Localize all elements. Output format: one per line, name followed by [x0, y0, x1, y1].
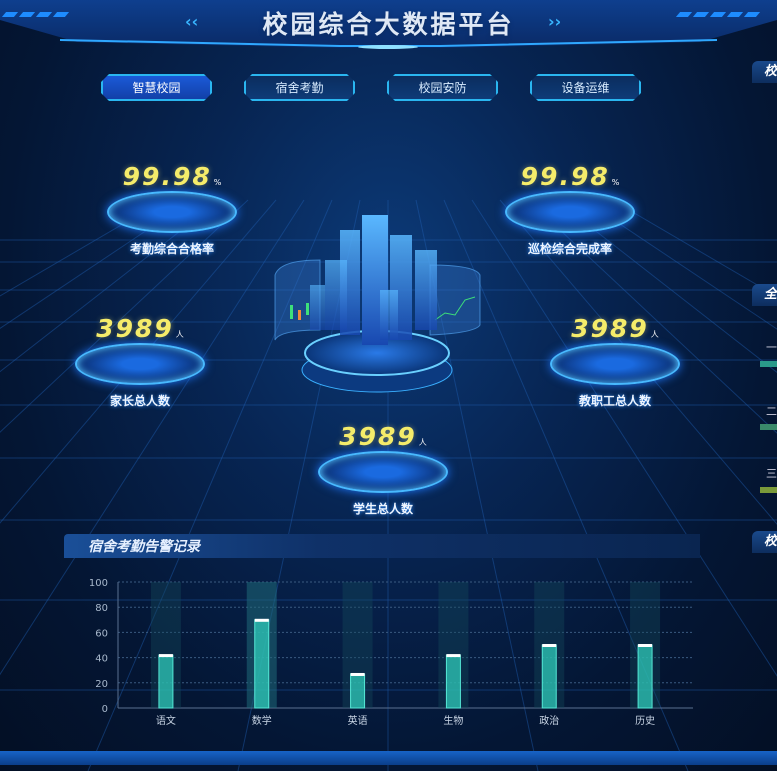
bar-cap	[350, 672, 365, 676]
stat-unit: %	[213, 178, 222, 187]
bar[interactable]	[637, 644, 653, 709]
attendance-alert-chart: 0 20 40 60 80 100 语文 数学 英语 生物 政治 历史	[89, 578, 693, 727]
bottom-bar	[0, 751, 777, 765]
tab-smart-campus[interactable]: 智慧校园	[101, 74, 212, 101]
stat-value: 3989	[339, 422, 417, 451]
stat-label: 考勤综合合格率	[129, 242, 214, 256]
bar-cap	[542, 644, 557, 647]
stat-parents-total: 3989 人 家长总人数	[70, 314, 210, 409]
stat-label: 学生总人数	[352, 502, 413, 516]
x-tick-label: 政治	[539, 714, 559, 727]
right-panel-header-3: 校	[752, 531, 777, 553]
section-header: 宿舍考勤告警记录	[64, 534, 700, 558]
chevron-left-icon: ‹‹	[185, 12, 199, 31]
stat-unit: 人	[650, 330, 659, 339]
stat-platform	[75, 343, 205, 385]
stat-label: 教职工总人数	[578, 394, 651, 408]
x-tick-label: 数学	[252, 714, 272, 727]
center-city-illustration	[274, 215, 481, 393]
stat-value: 99.98	[122, 162, 212, 191]
bar-cap	[446, 654, 461, 658]
tab-dorm-attendance[interactable]: 宿舍考勤	[244, 74, 355, 101]
rank-item-1: 一	[766, 341, 777, 354]
stat-unit: 人	[418, 438, 427, 447]
bar[interactable]	[541, 644, 557, 709]
y-tick-label: 60	[95, 628, 108, 639]
bar-cap	[638, 644, 653, 647]
y-tick-label: 20	[95, 679, 108, 690]
x-tick-label: 语文	[156, 714, 176, 727]
header: ‹‹ ›› 校园综合大数据平台	[0, 0, 777, 56]
stat-platform	[107, 191, 237, 233]
bar[interactable]	[158, 654, 174, 709]
stat-platform	[318, 451, 448, 493]
rank-bar-1	[760, 361, 777, 367]
stat-staff-total: 3989 人 教职工总人数	[545, 314, 685, 409]
bar-cap	[254, 618, 269, 622]
tab-bar: 智慧校园 宿舍考勤 校园安防 设备运维	[101, 74, 641, 101]
tab-device-maintenance[interactable]: 设备运维	[530, 74, 641, 101]
right-panel-header-1: 校	[752, 61, 777, 83]
stat-label: 家长总人数	[109, 394, 170, 408]
x-tick-label: 英语	[348, 714, 368, 727]
stat-attendance-rate: 99.98% 考勤综合合格率	[102, 162, 242, 257]
y-tick-label: 40	[95, 654, 108, 665]
stat-value: 99.98	[520, 162, 610, 191]
section-title: 宿舍考勤告警记录	[88, 539, 200, 555]
stat-students-total: 3989 人 学生总人数	[313, 422, 453, 517]
stat-unit: %	[611, 178, 620, 187]
stat-value: 3989	[96, 314, 174, 343]
rank-bar-2	[760, 424, 777, 430]
y-tick-label: 100	[89, 578, 108, 589]
rank-item-3: 三	[766, 467, 777, 480]
stat-label: 巡检综合完成率	[527, 242, 612, 256]
bar-cap	[158, 654, 173, 658]
stat-platform	[505, 191, 635, 233]
bar[interactable]	[350, 673, 366, 709]
x-tick-label: 生物	[443, 714, 463, 727]
stat-inspection-rate: 99.98% 巡检综合完成率	[500, 162, 640, 257]
rank-item-2: 二	[766, 405, 777, 418]
chevron-right-icon: ››	[548, 12, 562, 31]
x-tick-label: 历史	[635, 715, 655, 727]
tab-campus-security[interactable]: 校园安防	[387, 74, 498, 101]
right-panel-header-2: 全	[752, 284, 777, 306]
header-frame	[0, 0, 777, 49]
bar[interactable]	[445, 654, 461, 709]
stat-unit: 人	[175, 330, 184, 339]
rank-bar-3	[760, 487, 777, 493]
bar[interactable]	[254, 619, 270, 709]
stat-value: 3989	[571, 314, 649, 343]
y-tick-label: 0	[102, 704, 108, 715]
y-tick-label: 80	[95, 603, 108, 614]
stat-platform	[550, 343, 680, 385]
page-title: 校园综合大数据平台	[262, 10, 515, 39]
